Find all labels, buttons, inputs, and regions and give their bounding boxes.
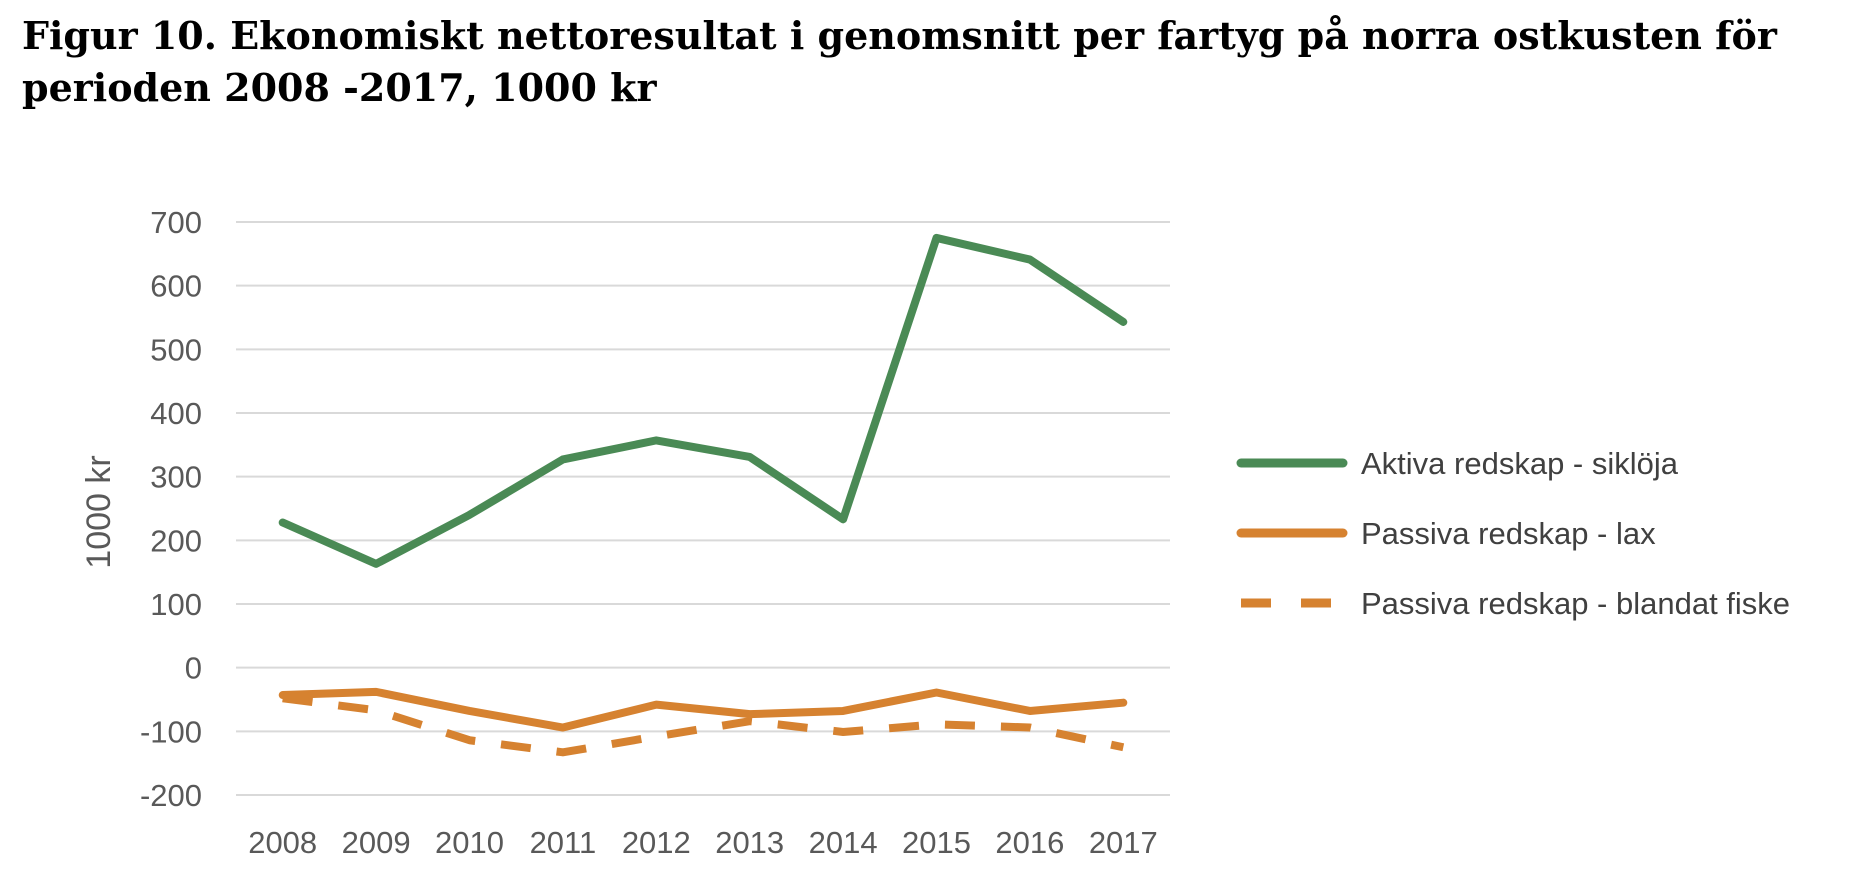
series-line-0 xyxy=(278,233,1128,568)
y-tick-label: 400 xyxy=(150,396,202,431)
legend: Aktiva redskap - siklöja Passiva redskap … xyxy=(1236,446,1790,621)
y-tick-label: 100 xyxy=(150,587,202,622)
x-tick-label: 2017 xyxy=(1089,825,1158,860)
y-tick-label: 200 xyxy=(150,523,202,558)
y-tick-label: -200 xyxy=(140,778,202,813)
x-tick-label: 2012 xyxy=(622,825,691,860)
y-tick-label: 600 xyxy=(150,269,202,304)
x-tick-label: 2008 xyxy=(248,825,317,860)
y-axis-label: 1000 kr xyxy=(80,455,118,568)
legend-label: Passiva redskap - lax xyxy=(1361,516,1656,551)
x-axis-ticks: 2008 2009 2010 2011 2012 2013 2014 2015 2016 2017 xyxy=(248,825,1158,860)
legend-label: Passiva redskap - blandat fiske xyxy=(1361,586,1790,621)
x-tick-label: 2015 xyxy=(902,825,971,860)
x-tick-label: 2011 xyxy=(530,825,597,860)
x-tick-label: 2009 xyxy=(342,825,411,860)
gridlines xyxy=(236,221,1170,796)
y-axis-ticks: 700 600 500 400 300 200 100 0 -100 -200 xyxy=(140,205,202,813)
figure-title: Figur 10. Ekonomiskt nettoresultat i gen… xyxy=(22,13,1777,110)
legend-label: Aktiva redskap - siklöja xyxy=(1361,446,1679,481)
y-tick-label: 500 xyxy=(150,332,202,367)
series-line-1 xyxy=(278,687,1128,732)
x-tick-label: 2014 xyxy=(809,825,878,860)
series-lines xyxy=(278,233,1128,757)
x-tick-label: 2013 xyxy=(715,825,784,860)
x-tick-label: 2010 xyxy=(435,825,504,860)
y-tick-label: -100 xyxy=(140,714,202,749)
y-tick-label: 700 xyxy=(150,205,202,240)
x-tick-label: 2016 xyxy=(995,825,1064,860)
y-tick-label: 0 xyxy=(185,651,202,686)
y-tick-label: 300 xyxy=(150,460,202,495)
